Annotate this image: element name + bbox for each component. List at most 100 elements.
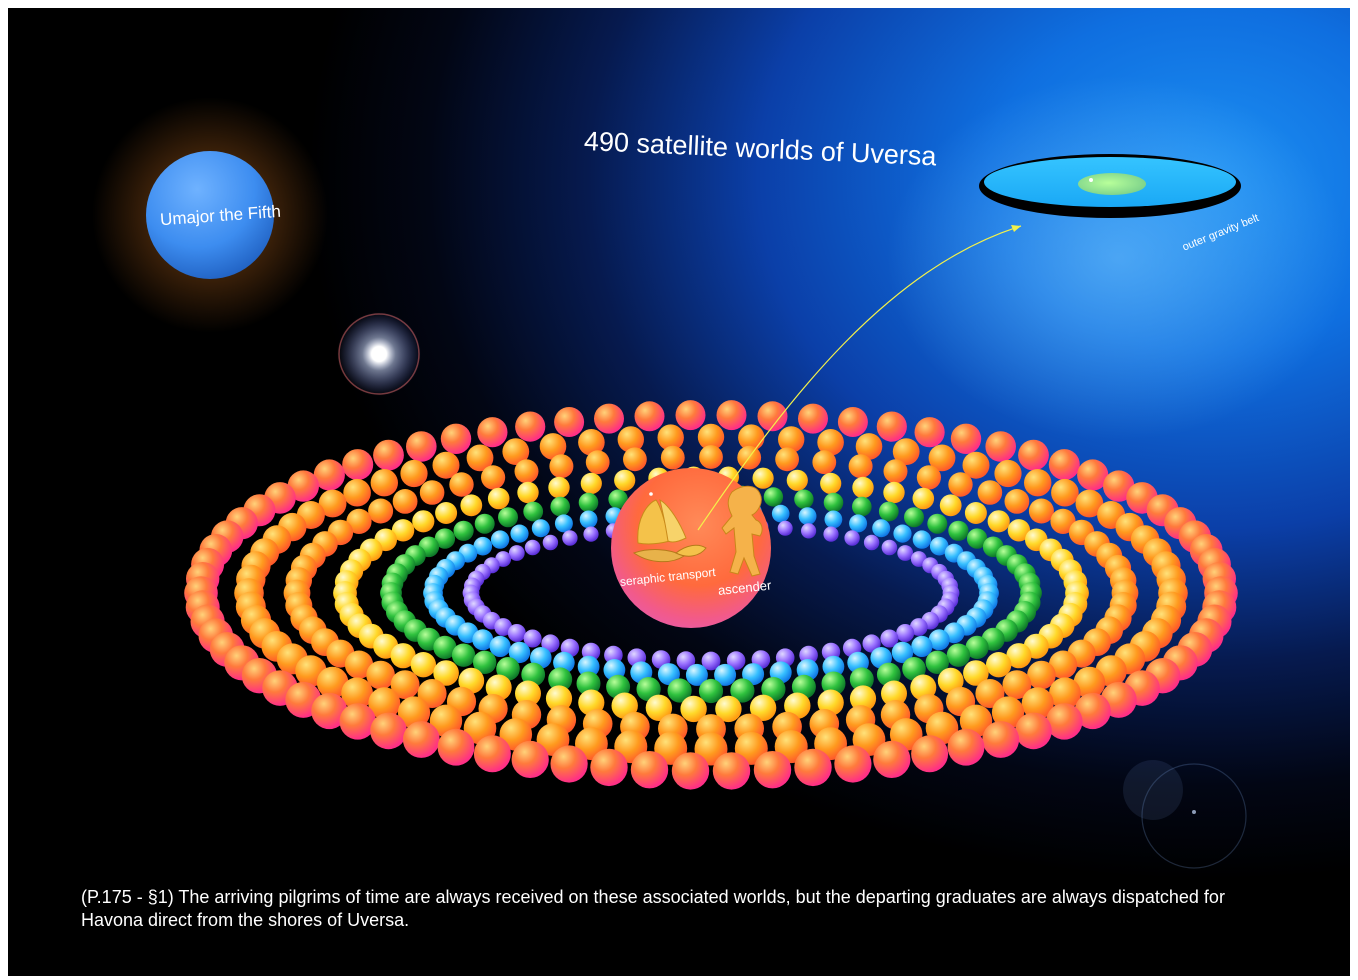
satellite-world xyxy=(701,651,721,671)
satellite-world xyxy=(911,635,933,658)
satellite-world xyxy=(433,635,457,660)
satellite-world xyxy=(777,520,793,536)
satellite-world xyxy=(339,703,376,740)
satellite-world xyxy=(410,652,436,678)
satellite-world xyxy=(891,641,914,664)
satellite-world xyxy=(508,545,525,561)
satellite-world xyxy=(531,519,550,538)
satellite-world xyxy=(579,510,598,529)
satellite-world xyxy=(577,655,600,678)
satellite-world xyxy=(763,487,784,507)
satellite-world xyxy=(749,694,777,721)
satellite-world xyxy=(987,510,1010,533)
satellite-world xyxy=(419,480,445,505)
planet-umajor xyxy=(146,151,274,279)
satellite-world xyxy=(817,429,844,456)
satellite-world xyxy=(948,520,969,541)
satellite-world xyxy=(440,423,472,454)
satellite-world xyxy=(611,692,638,719)
satellite-world xyxy=(508,641,531,664)
satellite-world xyxy=(617,426,644,453)
satellite-world xyxy=(812,450,837,475)
satellite-world xyxy=(878,501,899,522)
satellite-world xyxy=(578,429,605,456)
seraphic-transport-icon xyxy=(632,498,707,563)
satellite-world xyxy=(1046,703,1083,740)
satellite-world xyxy=(400,459,428,488)
satellite-world-rings xyxy=(184,400,1238,790)
satellite-world xyxy=(928,444,956,472)
satellite-world xyxy=(964,502,987,524)
satellite-world xyxy=(541,634,560,653)
satellite-world xyxy=(685,663,708,686)
satellite-world xyxy=(514,459,539,484)
satellite-world xyxy=(911,735,949,773)
satellite-world xyxy=(406,431,437,462)
satellite-world xyxy=(667,678,692,703)
satellite-world xyxy=(699,445,723,469)
satellite-world xyxy=(1015,712,1052,750)
satellite-world xyxy=(986,652,1012,678)
satellite-world xyxy=(473,536,493,556)
satellite-world xyxy=(1048,449,1080,481)
satellite-world xyxy=(994,459,1022,488)
satellite-world xyxy=(950,423,982,454)
satellite-world xyxy=(1073,666,1106,699)
caption-text: (P.175 - §1) The arriving pilgrims of ti… xyxy=(81,887,1225,930)
satellite-world xyxy=(313,459,345,491)
satellite-world xyxy=(880,629,899,648)
satellite-world xyxy=(848,454,873,479)
satellite-world xyxy=(548,667,573,692)
satellite-world xyxy=(515,680,541,707)
satellite-world xyxy=(698,678,724,704)
satellite-world xyxy=(1028,498,1054,524)
satellite-world xyxy=(346,508,372,534)
satellite-world xyxy=(822,655,845,678)
satellite-world xyxy=(343,478,371,507)
satellite-world xyxy=(523,629,542,648)
satellite-world xyxy=(872,519,891,538)
satellite-world xyxy=(947,728,985,766)
satellite-world xyxy=(562,530,578,546)
satellite-world xyxy=(697,423,725,451)
satellite-world xyxy=(489,635,511,658)
satellite-world xyxy=(583,526,599,542)
satellite-world xyxy=(902,657,926,681)
satellite-world xyxy=(523,501,544,522)
satellite-world xyxy=(982,721,1020,758)
satellite-world xyxy=(1007,519,1031,542)
satellite-world xyxy=(963,660,989,686)
ascender-icon xyxy=(721,485,763,577)
satellite-world xyxy=(630,751,669,789)
satellite-world xyxy=(521,662,546,687)
satellite-world xyxy=(341,677,373,710)
satellite-world xyxy=(712,752,751,790)
satellite-world xyxy=(1021,687,1054,720)
satellite-world xyxy=(753,751,792,789)
satellite-world xyxy=(675,400,706,431)
satellite-world xyxy=(453,520,474,541)
satellite-world xyxy=(892,438,920,465)
satellite-world xyxy=(823,492,844,513)
satellite-world xyxy=(451,643,476,667)
satellite-world xyxy=(458,667,485,694)
satellite-world xyxy=(412,510,435,533)
satellite-world xyxy=(373,439,404,471)
satellite-world xyxy=(1018,439,1049,471)
satellite-world xyxy=(671,752,710,790)
satellite-world xyxy=(738,424,765,451)
satellite-world xyxy=(904,507,924,528)
satellite-world xyxy=(914,417,945,448)
satellite-world xyxy=(881,680,907,707)
satellite-world xyxy=(761,677,786,702)
satellite-world xyxy=(1004,489,1030,514)
satellite-world xyxy=(370,469,398,497)
satellite-world xyxy=(1023,469,1052,497)
satellite-world xyxy=(977,480,1003,505)
satellite-world xyxy=(784,692,811,719)
satellite-world xyxy=(849,685,877,712)
satellite-world xyxy=(590,748,628,787)
satellite-world xyxy=(657,424,684,451)
satellite-world xyxy=(391,519,415,542)
satellite-world xyxy=(287,470,319,502)
